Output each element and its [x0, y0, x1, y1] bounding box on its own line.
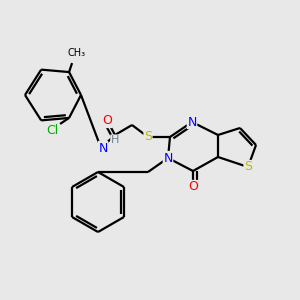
Text: S: S [244, 160, 252, 173]
Text: Cl: Cl [46, 124, 58, 137]
Text: N: N [187, 116, 197, 128]
Text: CH₃: CH₃ [68, 48, 86, 58]
Text: H: H [111, 135, 119, 145]
Text: N: N [163, 152, 173, 164]
Text: O: O [102, 115, 112, 128]
Text: S: S [144, 130, 152, 143]
Text: O: O [188, 181, 198, 194]
Text: N: N [98, 142, 108, 154]
